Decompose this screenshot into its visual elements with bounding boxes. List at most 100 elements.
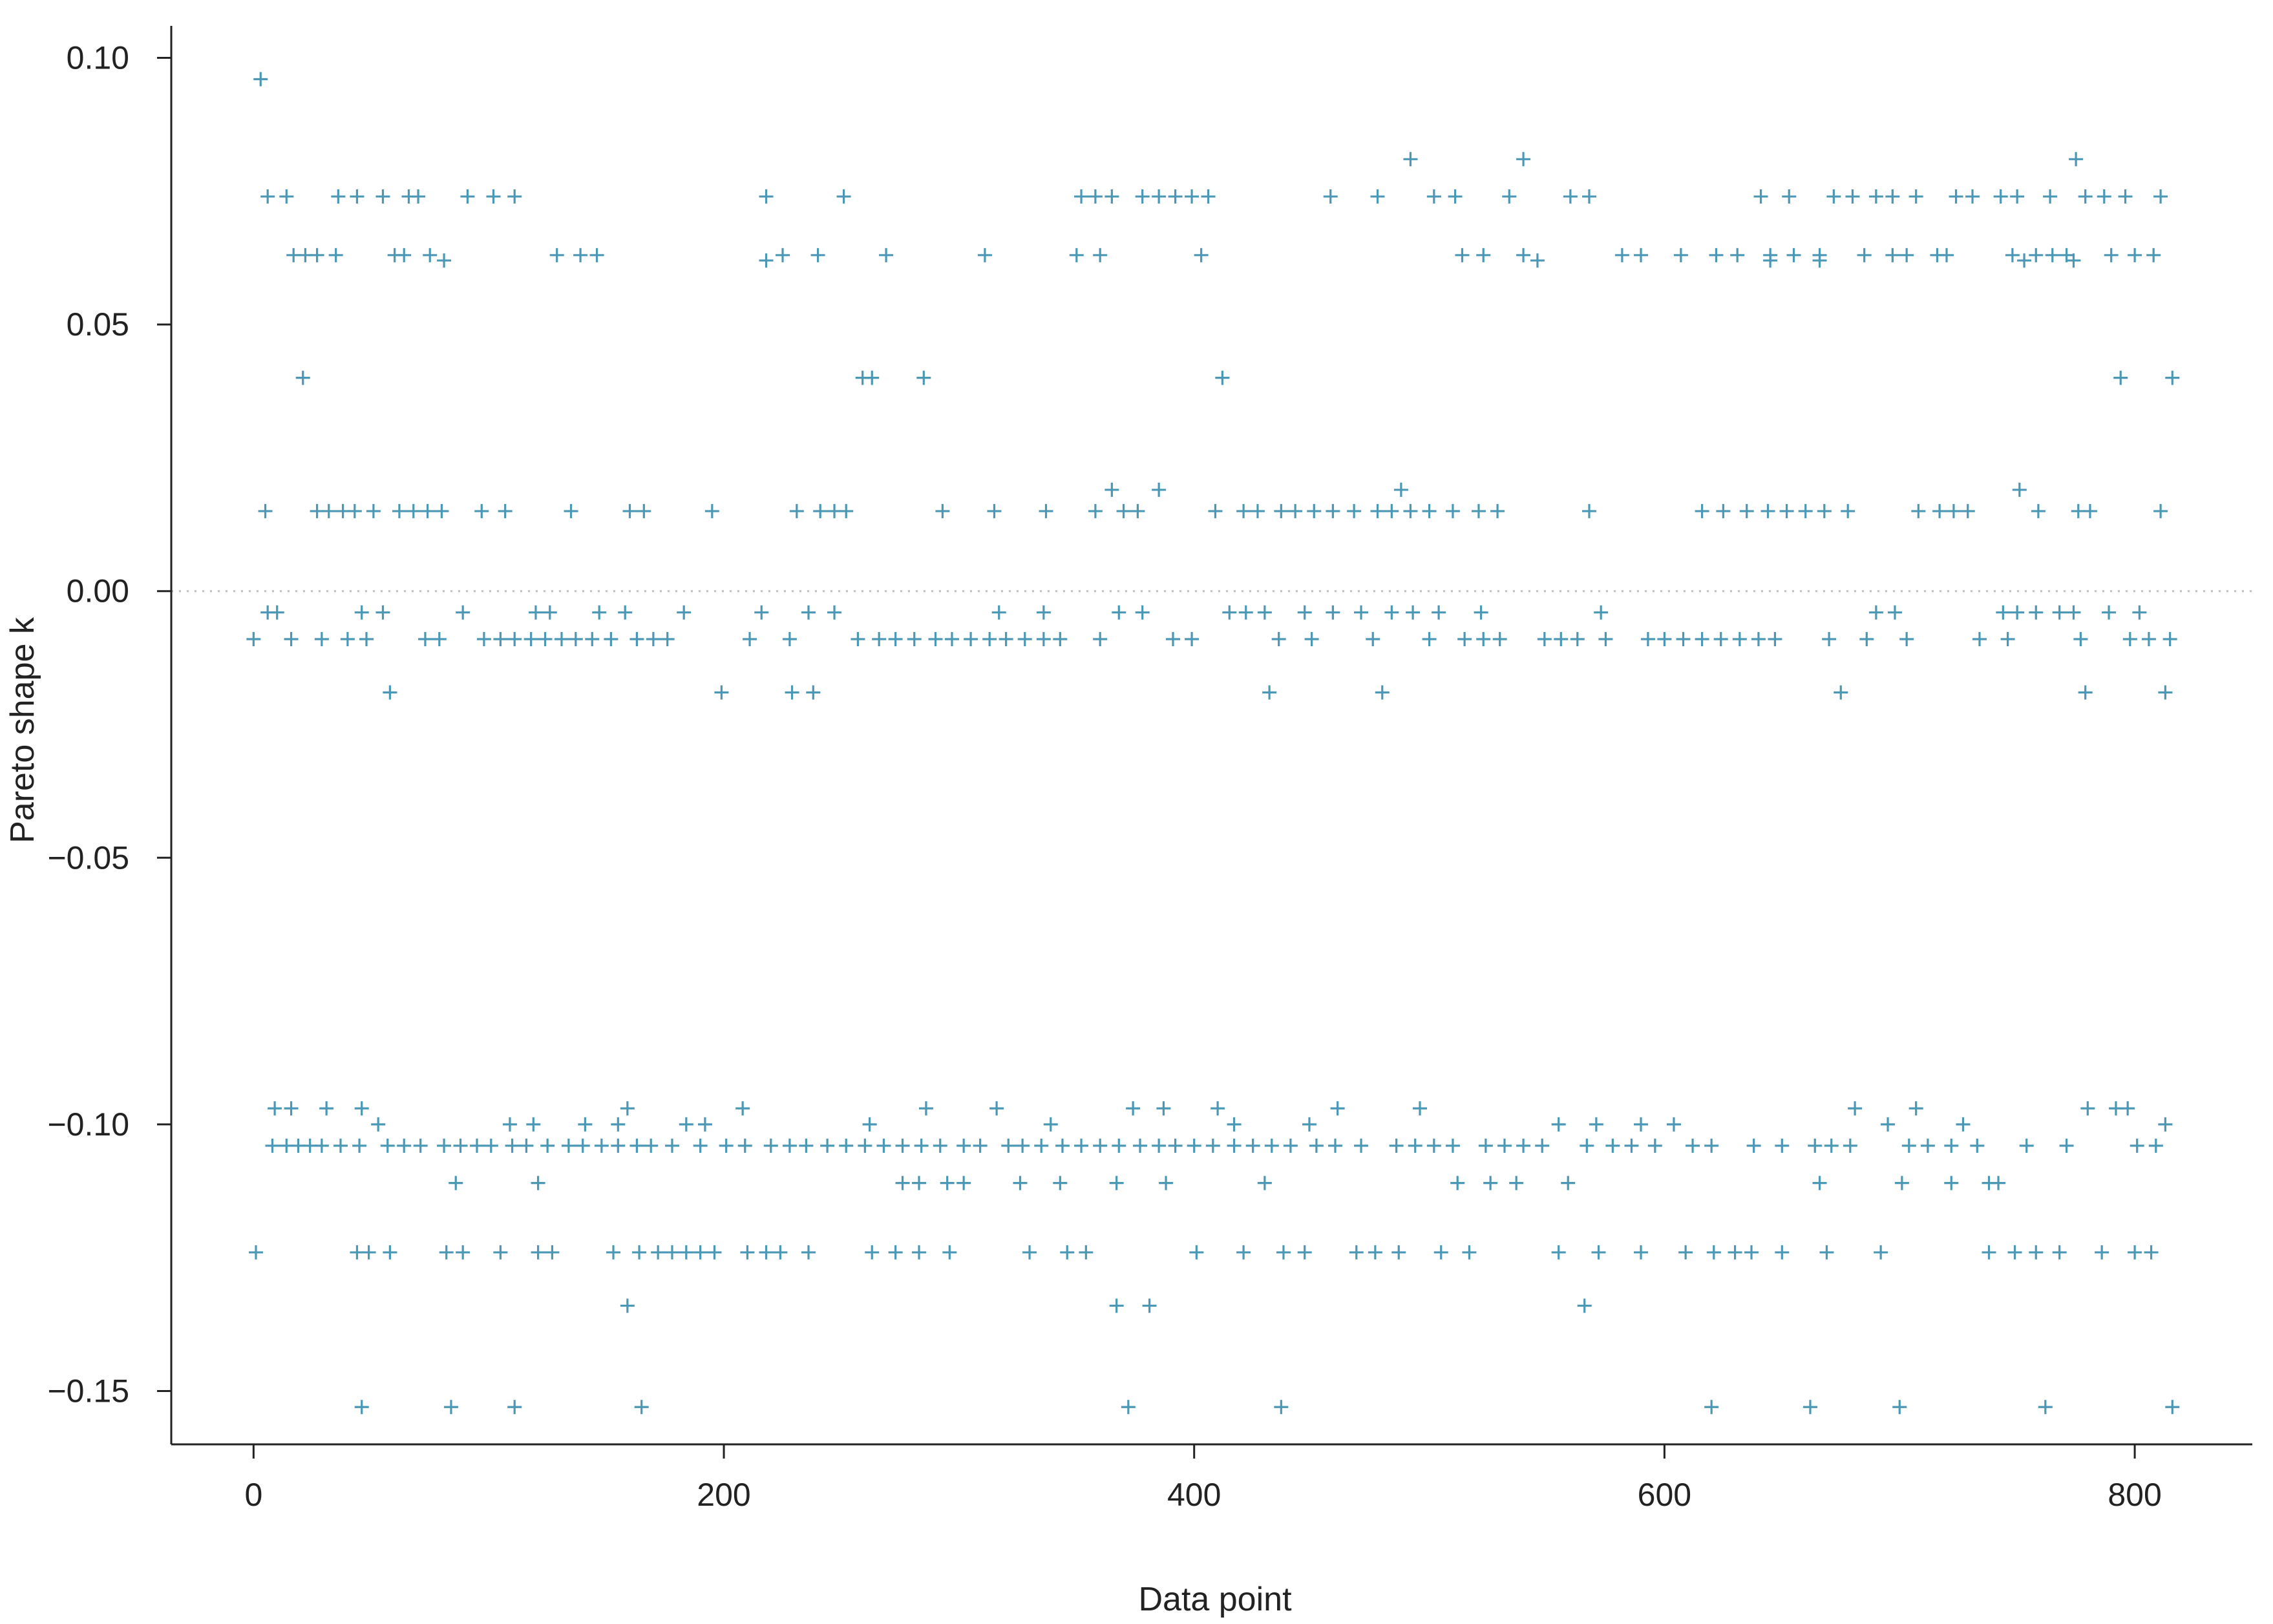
data-point bbox=[449, 1176, 463, 1190]
data-point bbox=[1201, 189, 1216, 204]
data-point bbox=[2017, 253, 2032, 268]
data-point bbox=[1570, 631, 1585, 646]
data-point bbox=[2078, 685, 2093, 700]
data-point bbox=[1474, 605, 1488, 620]
data-point bbox=[1497, 1138, 1512, 1153]
data-point bbox=[575, 1138, 590, 1153]
data-point bbox=[531, 1176, 545, 1190]
x-tick-label: 0 bbox=[244, 1477, 262, 1513]
data-point bbox=[1130, 503, 1145, 518]
data-point bbox=[836, 189, 851, 204]
data-point bbox=[933, 1138, 947, 1153]
data-point bbox=[1250, 503, 1265, 518]
data-point bbox=[2141, 631, 2156, 646]
data-point bbox=[918, 1101, 933, 1116]
data-point bbox=[270, 605, 284, 620]
data-point bbox=[2095, 1245, 2109, 1260]
data-point bbox=[632, 1245, 647, 1260]
data-point bbox=[775, 248, 790, 262]
data-point bbox=[1647, 1138, 1662, 1153]
data-point bbox=[801, 605, 816, 620]
data-point bbox=[1105, 189, 1119, 204]
data-point bbox=[265, 1138, 280, 1153]
data-point bbox=[1779, 503, 1794, 518]
data-point bbox=[895, 1176, 910, 1190]
data-point bbox=[714, 685, 729, 700]
data-point bbox=[2007, 1245, 2022, 1260]
data-point bbox=[1803, 1400, 1817, 1415]
data-point bbox=[704, 503, 719, 518]
data-point bbox=[1695, 631, 1709, 646]
data-point bbox=[942, 1245, 957, 1260]
data-point bbox=[693, 1138, 708, 1153]
data-point bbox=[1822, 631, 1837, 646]
y-axis-title: Pareto shape k bbox=[4, 617, 41, 843]
data-point bbox=[1476, 248, 1491, 262]
data-point bbox=[1403, 152, 1418, 167]
data-point bbox=[1908, 1101, 1923, 1116]
y-tick-label: −0.15 bbox=[47, 1373, 129, 1409]
data-point bbox=[1845, 189, 1860, 204]
data-point bbox=[1393, 482, 1408, 497]
data-point bbox=[1908, 189, 1923, 204]
data-point bbox=[589, 248, 604, 262]
data-point bbox=[1885, 189, 1900, 204]
data-point bbox=[380, 1138, 395, 1153]
data-point bbox=[528, 605, 543, 620]
data-point bbox=[1194, 248, 1209, 262]
data-point bbox=[1483, 1176, 1498, 1190]
data-point bbox=[1841, 503, 1855, 518]
data-point bbox=[799, 1138, 814, 1153]
data-point bbox=[507, 631, 522, 646]
data-point bbox=[1993, 189, 2008, 204]
data-point bbox=[361, 1245, 376, 1260]
data-point bbox=[260, 189, 275, 204]
data-point bbox=[340, 631, 355, 646]
data-point bbox=[1716, 503, 1731, 518]
data-point bbox=[2162, 631, 2177, 646]
data-point bbox=[622, 503, 637, 518]
data-point bbox=[1262, 685, 1277, 700]
data-point bbox=[1709, 248, 1724, 262]
data-point bbox=[1264, 1138, 1279, 1153]
data-point bbox=[865, 1245, 880, 1260]
data-point bbox=[1946, 503, 1961, 518]
data-point bbox=[735, 1101, 750, 1116]
data-point bbox=[1039, 503, 1053, 518]
data-point bbox=[1478, 1138, 1493, 1153]
data-point bbox=[1899, 631, 1914, 646]
data-point bbox=[1227, 1138, 1242, 1153]
data-point bbox=[1970, 1138, 1985, 1153]
data-point bbox=[1433, 1245, 1448, 1260]
data-point bbox=[526, 1117, 541, 1132]
data-point bbox=[1704, 1400, 1719, 1415]
data-point bbox=[549, 248, 564, 262]
data-point bbox=[561, 1138, 576, 1153]
data-point bbox=[1678, 1245, 1693, 1260]
data-point bbox=[1368, 1245, 1382, 1260]
data-point bbox=[851, 631, 865, 646]
data-point bbox=[1502, 189, 1517, 204]
data-point bbox=[456, 605, 470, 620]
data-point bbox=[331, 189, 346, 204]
data-point bbox=[1109, 1298, 1124, 1313]
data-point bbox=[375, 605, 390, 620]
data-point bbox=[1297, 1245, 1312, 1260]
data-point bbox=[914, 1138, 929, 1153]
data-point bbox=[1126, 1101, 1141, 1116]
data-point bbox=[347, 503, 362, 518]
data-point bbox=[1530, 253, 1545, 268]
data-point bbox=[928, 631, 943, 646]
data-point bbox=[737, 1138, 752, 1153]
data-point bbox=[1109, 1176, 1124, 1190]
data-point bbox=[2130, 1138, 2144, 1153]
data-point bbox=[2148, 1138, 2163, 1153]
data-point bbox=[697, 1117, 712, 1132]
data-point bbox=[1017, 631, 1032, 646]
axes-layer: 0.10 0.05 0.00 −0.05 −0.10 −0.15 0 200 400 600 800 bbox=[47, 26, 2252, 1513]
data-point bbox=[1426, 1138, 1441, 1153]
data-point bbox=[1812, 253, 1827, 268]
data-point bbox=[375, 189, 390, 204]
data-point bbox=[498, 503, 513, 518]
